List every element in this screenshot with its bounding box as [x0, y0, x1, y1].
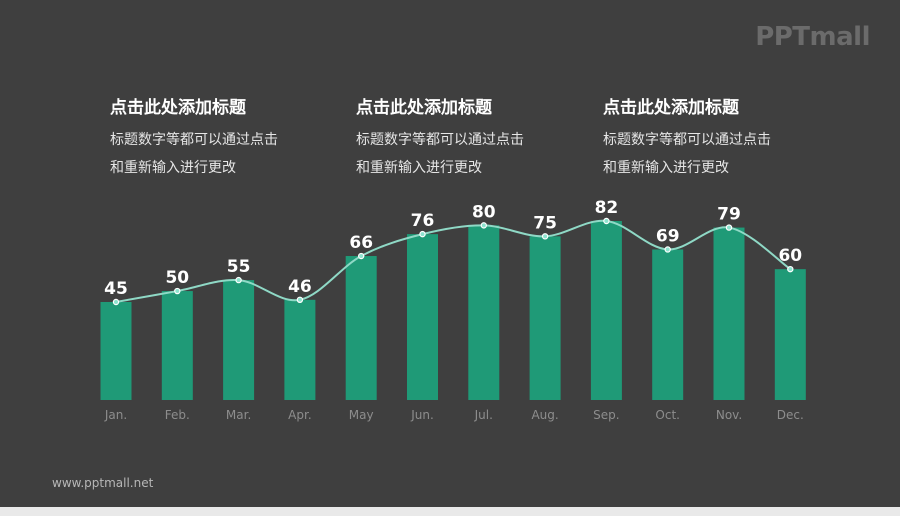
- trend-point-Jun.: [419, 230, 426, 238]
- bar-Sep.: [590, 221, 622, 400]
- trend-point-Jul.: [480, 222, 487, 229]
- x-tick-label: Dec.: [777, 408, 804, 422]
- pptmall-logo: PPTmall: [755, 22, 870, 52]
- text-block-line[interactable]: 和重新输入进行更改: [110, 160, 236, 176]
- trend-point-Aug.: [541, 233, 549, 240]
- x-tick-label: Mar.: [226, 408, 251, 422]
- text-block-title[interactable]: 点击此处添加标题: [603, 98, 739, 118]
- bar-Jul.: [468, 225, 500, 400]
- trend-point-Jan.: [112, 298, 120, 306]
- x-tick-label: Jul.: [474, 408, 493, 422]
- x-tick-label: Oct.: [655, 408, 680, 422]
- data-label: 76: [411, 211, 435, 231]
- trend-point-Sep.: [603, 217, 610, 225]
- bar-May: [345, 256, 377, 400]
- x-tick-label: Sep.: [593, 408, 619, 422]
- x-tick-label: Nov.: [716, 408, 742, 422]
- trend-point-Oct.: [664, 246, 671, 253]
- trend-point-Mar.: [235, 276, 242, 284]
- bar-Mar.: [223, 280, 255, 400]
- x-tick-label: Jan.: [104, 408, 127, 422]
- bar-Apr.: [284, 299, 316, 400]
- x-tick-label: May: [349, 408, 374, 422]
- data-label: 46: [288, 277, 312, 297]
- text-block-line[interactable]: 标题数字等都可以通过点击: [110, 132, 278, 148]
- data-label: 55: [227, 257, 251, 277]
- text-block-line[interactable]: 和重新输入进行更改: [603, 160, 729, 176]
- data-label: 75: [533, 213, 557, 233]
- data-label: 45: [104, 279, 128, 299]
- data-label: 50: [165, 268, 189, 288]
- bar-Dec.: [774, 269, 806, 400]
- x-tick-label: Feb.: [165, 408, 190, 422]
- text-block-line[interactable]: 标题数字等都可以通过点击: [603, 132, 771, 148]
- data-label: 80: [472, 202, 496, 222]
- x-tick-label: Aug.: [531, 408, 558, 422]
- text-block-3: 点击此处添加标题 标题数字等都可以通过点击 和重新输入进行更改: [603, 96, 833, 182]
- footer-url[interactable]: www.pptmall.net: [52, 476, 154, 490]
- data-label: 82: [595, 198, 619, 218]
- x-tick-label: Jun.: [410, 408, 434, 422]
- trend-point-Feb.: [174, 287, 181, 295]
- bar-Jan.: [100, 302, 132, 400]
- trend-point-Dec.: [787, 265, 794, 273]
- trend-point-May: [358, 252, 365, 260]
- text-block-title[interactable]: 点击此处添加标题: [356, 98, 492, 118]
- data-label: 79: [717, 205, 741, 225]
- trend-line: [115, 219, 791, 303]
- bar-Aug.: [529, 236, 561, 400]
- trend-point-Nov.: [725, 224, 733, 231]
- bar-Feb.: [161, 291, 193, 400]
- bar-Nov.: [713, 227, 745, 400]
- bar-Jun.: [407, 234, 438, 400]
- text-block-1: 点击此处添加标题 标题数字等都可以通过点击 和重新输入进行更改: [110, 96, 340, 182]
- trend-point-Apr.: [296, 296, 304, 304]
- data-label: 60: [778, 246, 802, 266]
- data-label: 69: [656, 226, 680, 246]
- text-block-2: 点击此处添加标题 标题数字等都可以通过点击 和重新输入进行更改: [356, 96, 586, 182]
- data-label: 66: [349, 233, 373, 253]
- x-tick-label: Apr.: [288, 408, 311, 422]
- text-block-line[interactable]: 和重新输入进行更改: [356, 160, 482, 176]
- text-block-title[interactable]: 点击此处添加标题: [110, 98, 246, 118]
- text-block-line[interactable]: 标题数字等都可以通过点击: [356, 132, 524, 148]
- bar-Oct.: [652, 249, 684, 400]
